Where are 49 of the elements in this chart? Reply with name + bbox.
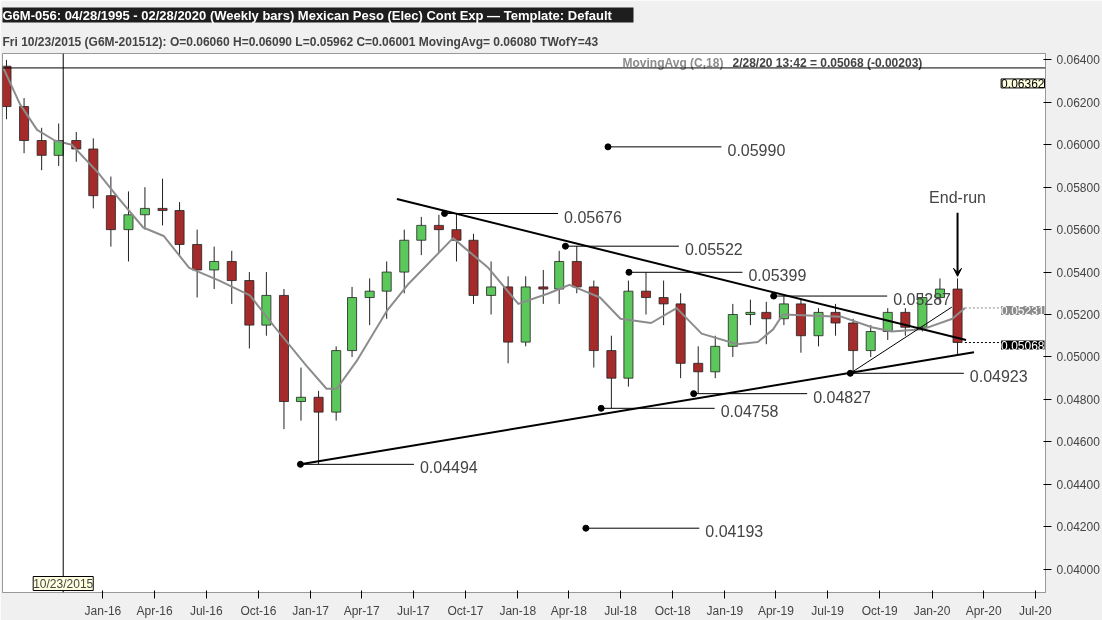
x-tick-label: Oct-19 <box>861 603 899 618</box>
annotation: 0.05676 <box>564 208 622 226</box>
ref-line-label: 10/23/2015 <box>33 576 94 591</box>
annotation: End-run <box>929 189 986 207</box>
y-tick-label: 0.04000 <box>1056 562 1101 577</box>
y-tick-label: 0.04800 <box>1056 392 1101 407</box>
y-tick-label: 0.06200 <box>1056 95 1101 110</box>
y-tick-label: 0.04400 <box>1056 477 1101 492</box>
x-tick-label: Jan-17 <box>292 603 330 618</box>
x-tick-label: Apr-17 <box>343 603 381 618</box>
annotation: 0.05231 <box>1001 303 1045 318</box>
y-tick-label: 0.05800 <box>1056 180 1101 195</box>
x-tick-label: Jul-16 <box>189 603 223 618</box>
y-tick-label: 0.05000 <box>1056 350 1101 365</box>
annotation: 0.04758 <box>720 403 779 421</box>
y-tick-label: 0.04200 <box>1056 520 1101 535</box>
x-tick-label: Jul-17 <box>397 603 431 618</box>
x-tick-label: Oct-18 <box>654 603 692 618</box>
annotation: 0.05068 <box>1001 338 1045 353</box>
x-tick-label: Jul-20 <box>1018 603 1052 618</box>
y-tick-label: 0.06000 <box>1056 138 1101 153</box>
annotation: 2/28/20 13:42 = 0.05068 (-0.00203) <box>732 55 923 70</box>
x-tick-label: Apr-20 <box>965 603 1002 618</box>
x-tick-label: Jul-19 <box>811 603 845 618</box>
annotation: 0.04193 <box>705 523 764 541</box>
x-tick-label: Apr-18 <box>550 603 588 618</box>
y-tick-label: 0.04600 <box>1056 435 1101 450</box>
x-tick-label: Jan-16 <box>84 603 122 618</box>
y-tick-label: 0.06400 <box>1056 53 1101 68</box>
x-tick-label: Jan-18 <box>499 603 537 618</box>
y-tick-label: 0.05200 <box>1056 308 1101 323</box>
annotation: 0.05990 <box>727 141 786 159</box>
y-tick-label: 0.05600 <box>1056 223 1101 238</box>
annotation: 0.04494 <box>419 459 478 477</box>
x-tick-label: Oct-16 <box>240 603 277 618</box>
x-tick-label: Jan-20 <box>913 603 951 618</box>
x-tick-label: Jan-19 <box>706 603 744 618</box>
annotation: 0.05399 <box>748 267 807 285</box>
annotation: 0.04923 <box>969 368 1028 386</box>
x-tick-label: Apr-19 <box>757 603 795 618</box>
x-tick-label: Oct-17 <box>447 603 484 618</box>
chart-title: G6M-056: 04/28/1995 - 02/28/2020 (Weekly bars) Mexican Peso (Elec) Cont Exp — Template: Default <box>2 7 613 23</box>
text: MovingAvg (C,18) <box>622 55 724 70</box>
x-tick-label: Jul-18 <box>604 603 638 618</box>
y-tick-label: 0.05400 <box>1056 265 1101 280</box>
annotation: 0.04827 <box>813 388 872 406</box>
x-tick-label: Apr-16 <box>136 603 173 618</box>
chart-subtitle: Fri 10/23/2015 (G6M-201512): O=0.06060 H=0.06090 L=0.05962 C=0.06001 MovingAvg= 0.06080 TWofY=43 <box>2 34 599 49</box>
annotation: 0.05522 <box>684 241 743 259</box>
